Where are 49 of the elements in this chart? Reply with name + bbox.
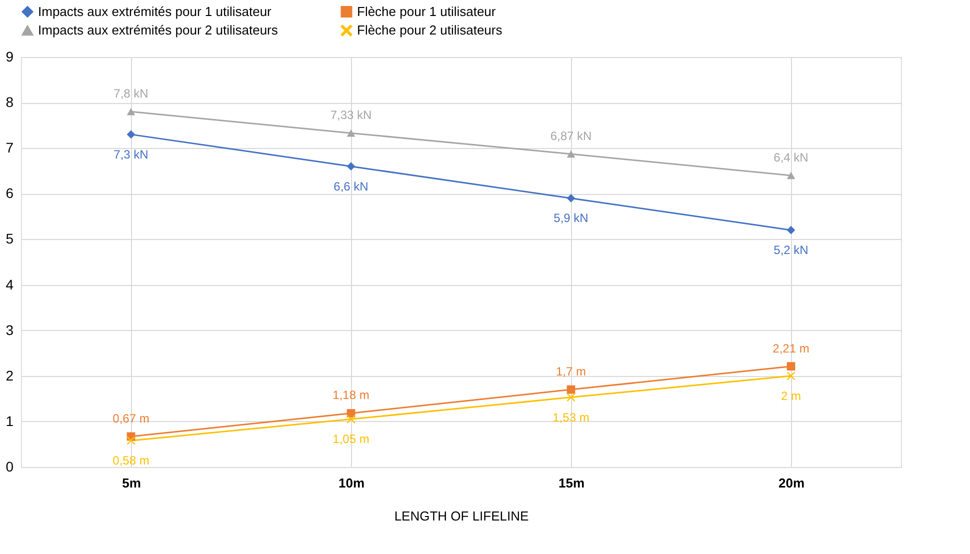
legend-label: Flèche pour 1 utilisateur xyxy=(357,4,496,19)
point xyxy=(786,172,796,180)
y-tick-label: 7 xyxy=(6,140,14,156)
point xyxy=(126,436,136,445)
point xyxy=(566,150,576,158)
data-label: 5,9 kN xyxy=(554,211,588,226)
x-tick-label: 20m xyxy=(778,476,805,490)
data-label: 1,7 m xyxy=(556,364,586,379)
y-tick-label: 2 xyxy=(6,367,14,384)
point xyxy=(346,414,356,424)
x-tick-label: 15m xyxy=(558,476,585,490)
y-tick-label: 9 xyxy=(6,48,14,64)
data-label: 7,3 kN xyxy=(114,147,148,162)
legend-label: Flèche pour 2 utilisateurs xyxy=(357,22,503,38)
data-label: 0,58 m xyxy=(112,454,150,468)
data-label: 6,6 kN xyxy=(334,179,368,194)
data-label: 1,05 m xyxy=(332,432,370,446)
data-label: 1,53 m xyxy=(552,410,590,424)
x-axis-title: LENGTH OF LIFELINE xyxy=(394,508,529,524)
data-label: 1,18 m xyxy=(332,388,370,402)
point xyxy=(566,393,576,402)
data-label: 2,21 m xyxy=(772,341,810,356)
point xyxy=(786,226,796,234)
point xyxy=(346,162,356,171)
point xyxy=(786,362,796,371)
data-label: 7,8 kN xyxy=(114,86,148,101)
point xyxy=(566,385,576,394)
data-label: 2 m xyxy=(780,388,802,403)
point xyxy=(566,194,576,202)
x-tick-label: 5m xyxy=(122,476,141,490)
point xyxy=(126,108,136,116)
data-label: 6,4 kN xyxy=(774,150,808,164)
y-tick-label: 0 xyxy=(6,458,14,474)
point xyxy=(786,372,796,380)
legend-label: Impacts aux extrémités pour 1 utilisateur xyxy=(38,4,272,19)
y-tick-label: 6 xyxy=(6,185,14,202)
point xyxy=(126,130,136,139)
y-tick-label: 8 xyxy=(6,94,14,110)
x-tick-label: 10m xyxy=(338,476,365,490)
legend-label: Impacts aux extrémités pour 2 utilisateurs xyxy=(38,22,278,38)
y-tick-label: 5 xyxy=(6,230,14,247)
y-tick-label: 4 xyxy=(6,276,14,292)
point xyxy=(346,129,356,137)
data-label: 0,67 m xyxy=(112,411,150,426)
data-label: 6,87 kN xyxy=(550,129,592,144)
y-tick-label: 3 xyxy=(6,322,14,338)
data-label: 7,33 kN xyxy=(330,108,372,122)
y-tick-label: 1 xyxy=(6,412,14,429)
data-label: 5,2 kN xyxy=(774,243,808,258)
